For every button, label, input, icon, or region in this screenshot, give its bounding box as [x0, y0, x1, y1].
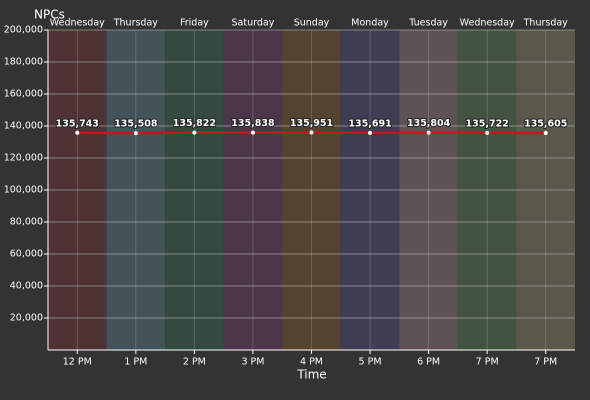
x-tick-label: 7 PM — [534, 357, 557, 368]
day-label: Tuesday — [408, 18, 448, 29]
y-tick-label: 180,000 — [4, 57, 43, 68]
x-tick-label: 2 PM — [183, 357, 206, 368]
x-tick-label: 3 PM — [241, 357, 264, 368]
y-tick-label: 200,000 — [4, 25, 43, 36]
x-tick-label: 4 PM — [300, 357, 323, 368]
point — [250, 130, 255, 135]
point — [192, 130, 197, 135]
day-label: Thursday — [113, 18, 159, 29]
y-tick-label: 80,000 — [10, 217, 43, 228]
y-tick-label: 140,000 — [4, 121, 43, 132]
value-label: 135,838 — [231, 118, 275, 129]
point — [543, 131, 548, 136]
point — [368, 130, 373, 135]
y-tick-label: 160,000 — [4, 89, 43, 100]
value-label: 135,722 — [466, 118, 509, 129]
y-tick-label: 120,000 — [4, 153, 43, 164]
day-label: Friday — [180, 18, 209, 29]
point — [133, 131, 138, 136]
point — [485, 130, 490, 135]
value-label: 135,804 — [407, 118, 451, 129]
value-label: 135,951 — [290, 118, 333, 129]
point — [426, 130, 431, 135]
x-tick-label: 12 PM — [63, 357, 92, 368]
value-label: 135,508 — [114, 119, 158, 130]
x-tick-label: 6 PM — [417, 357, 440, 368]
day-label: Saturday — [232, 18, 275, 29]
day-label: Wednesday — [50, 18, 105, 29]
day-label: Wednesday — [460, 18, 515, 29]
x-tick-label: 5 PM — [359, 357, 382, 368]
x-axis-label: Time — [296, 368, 326, 382]
y-tick-label: 100,000 — [4, 185, 43, 196]
point — [75, 130, 80, 135]
y-tick-label: 60,000 — [10, 249, 43, 260]
x-tick-label: 1 PM — [124, 357, 147, 368]
day-label: Sunday — [294, 18, 330, 29]
y-axis-label: NPCs — [34, 8, 65, 22]
point — [309, 130, 314, 135]
day-label: Thursday — [523, 18, 569, 29]
value-label: 135,605 — [524, 119, 567, 130]
day-label: Monday — [351, 18, 389, 29]
value-label: 135,822 — [173, 118, 216, 129]
value-label: 135,743 — [56, 118, 99, 129]
value-label: 135,691 — [348, 118, 391, 129]
y-tick-label: 40,000 — [10, 281, 43, 292]
x-tick-label: 7 PM — [476, 357, 499, 368]
y-tick-label: 20,000 — [10, 313, 43, 324]
